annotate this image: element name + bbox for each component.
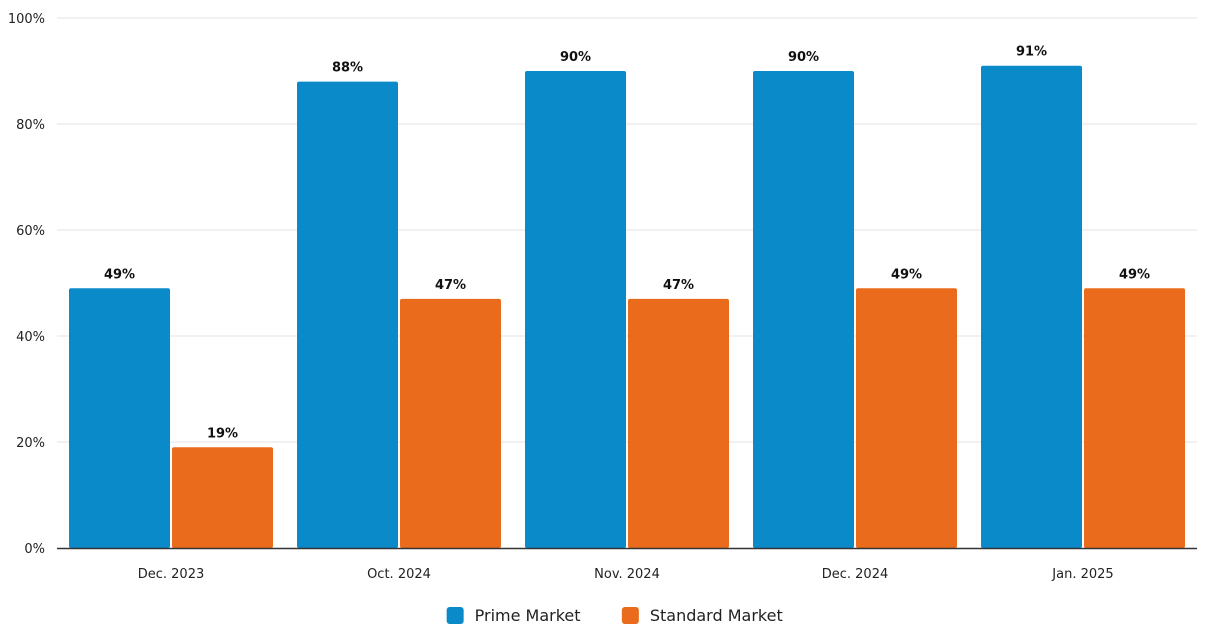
bar-prime-market <box>297 81 398 548</box>
x-tick-label: Jan. 2025 <box>1051 567 1113 582</box>
bar-prime-market <box>525 71 626 548</box>
data-label: 49% <box>104 267 135 282</box>
bar-prime-market <box>753 71 854 548</box>
legend-item: Standard Market <box>621 606 783 625</box>
y-tick-label: 60% <box>16 224 45 239</box>
data-label: 49% <box>1119 267 1150 282</box>
legend-item: Prime Market <box>446 606 581 625</box>
data-label: 19% <box>207 426 238 441</box>
y-tick-label: 40% <box>16 330 45 345</box>
data-labels: 49% 19% 88% 47% 90% 47% 90% 49% 91% 49% <box>104 45 1150 442</box>
x-tick-label: Dec. 2024 <box>822 567 889 582</box>
bar-prime-market <box>981 65 1082 548</box>
y-axis-ticks: 0% 20% 40% 60% 80% 100% <box>8 12 45 557</box>
x-tick-label: Nov. 2024 <box>594 567 660 582</box>
legend-swatch <box>621 607 639 624</box>
data-label: 90% <box>560 50 591 65</box>
legend: Prime Market Standard Market <box>446 606 783 625</box>
data-label: 47% <box>435 278 466 293</box>
y-tick-label: 100% <box>8 12 45 27</box>
legend-label: Standard Market <box>650 606 783 625</box>
data-label: 47% <box>663 278 694 293</box>
bar-standard-market <box>856 288 957 548</box>
data-label: 49% <box>891 267 922 282</box>
data-label: 90% <box>788 50 819 65</box>
bar-standard-market <box>1084 288 1185 548</box>
x-axis-ticks: Dec. 2023 Oct. 2024 Nov. 2024 Dec. 2024 Jan.… <box>138 567 1114 582</box>
legend-swatch <box>446 607 464 624</box>
y-tick-label: 80% <box>16 118 45 133</box>
bar-standard-market <box>628 298 729 548</box>
bar-standard-market <box>400 298 501 548</box>
bars <box>69 65 1185 548</box>
y-tick-label: 20% <box>16 436 45 451</box>
bar-standard-market <box>172 447 273 548</box>
data-label: 88% <box>332 61 363 76</box>
bar-prime-market <box>69 288 170 548</box>
legend-label: Prime Market <box>475 606 581 625</box>
x-tick-label: Oct. 2024 <box>367 567 431 582</box>
data-label: 91% <box>1016 45 1047 60</box>
y-tick-label: 0% <box>24 542 45 557</box>
x-tick-label: Dec. 2023 <box>138 567 205 582</box>
